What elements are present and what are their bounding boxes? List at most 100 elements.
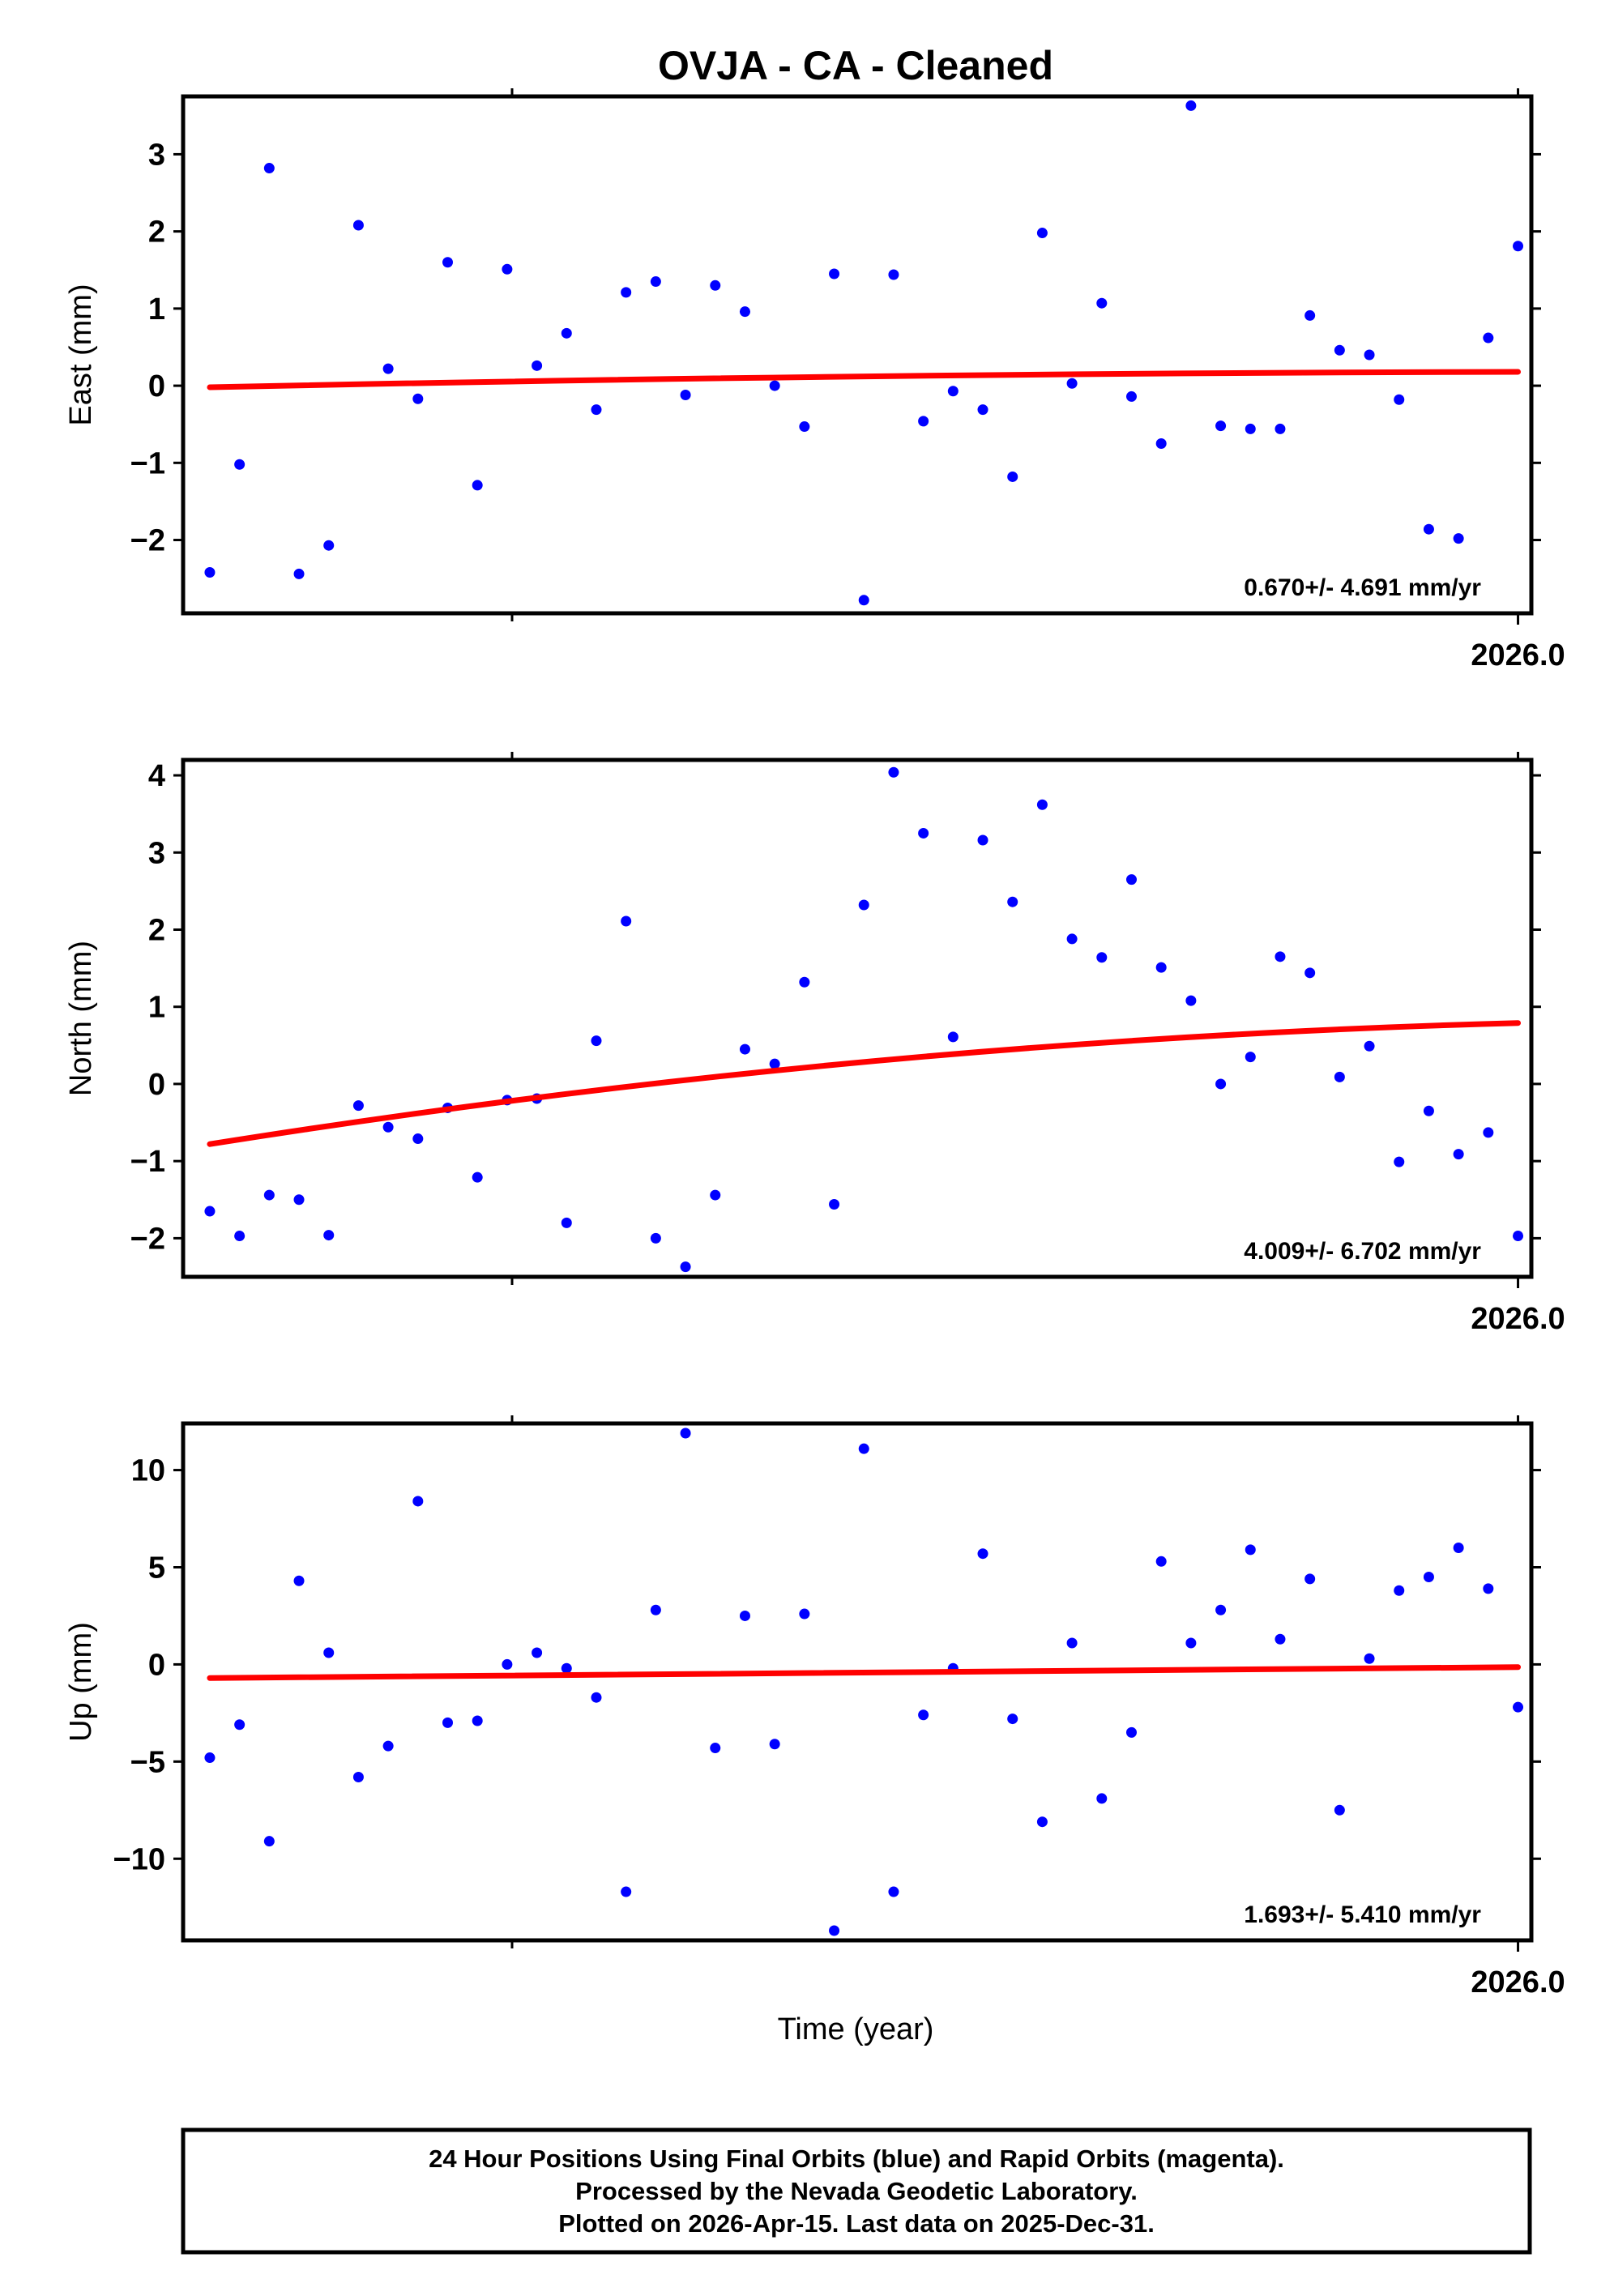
north-data-point	[323, 1230, 335, 1241]
east-data-point	[1245, 423, 1256, 434]
up-data-point	[1125, 1726, 1137, 1738]
up-rate-label: 1.693+/- 5.410 mm/yr	[1244, 1901, 1481, 1928]
east-data-point	[234, 459, 246, 470]
up-data-point	[532, 1647, 543, 1658]
north-data-point	[1155, 962, 1167, 973]
east-data-point	[1275, 423, 1286, 434]
east-data-point	[1125, 390, 1137, 402]
up-data-point	[263, 1836, 275, 1847]
east-trend-line	[207, 369, 1522, 390]
east-data-point	[1036, 228, 1048, 239]
east-data-point	[918, 416, 929, 427]
footer-line-1: 24 Hour Positions Using Final Orbits (bl…	[429, 2144, 1284, 2173]
up-trend-line	[207, 1664, 1522, 1681]
north-data-point	[293, 1194, 305, 1206]
north-data-point	[1483, 1127, 1494, 1138]
up-ytick-label: 5	[148, 1551, 165, 1585]
north-data-point	[1453, 1149, 1464, 1160]
north-ytick-label: −1	[130, 1145, 165, 1179]
panel-north: −2 −1 0 1 2 3 4 2026.0 North (mm) 4.009+/- 6.702 …	[64, 752, 1565, 1336]
up-y-axis-label: Up (mm)	[64, 1622, 98, 1742]
east-data-point	[442, 257, 454, 268]
up-data-point	[918, 1709, 929, 1721]
east-data-point	[769, 380, 780, 391]
north-data-point	[1275, 951, 1286, 962]
north-data-point	[412, 1133, 424, 1145]
east-data-point	[412, 393, 424, 404]
up-data-point	[591, 1692, 602, 1703]
east-data-point	[739, 306, 750, 318]
east-data-point	[382, 363, 394, 374]
north-ytick-label: 3	[148, 836, 165, 870]
up-data-point	[1036, 1816, 1048, 1828]
east-ytick-label: −2	[130, 524, 165, 558]
footer-line-3: Plotted on 2026-Apr-15. Last data on 202…	[558, 2209, 1155, 2238]
east-data-point	[888, 269, 899, 280]
up-data-point	[442, 1717, 454, 1728]
north-rate-label: 4.009+/- 6.702 mm/yr	[1244, 1238, 1481, 1265]
north-data-point	[977, 834, 988, 846]
east-data-point	[263, 163, 275, 174]
east-data-point	[1483, 332, 1494, 344]
east-data-point	[591, 404, 602, 416]
east-xtick-label: 2026.0	[1471, 638, 1565, 672]
up-data-point	[1275, 1633, 1286, 1645]
north-data-point	[263, 1189, 275, 1201]
north-data-point	[352, 1100, 364, 1112]
north-data-point	[858, 899, 869, 911]
east-y-axis-label: East (mm)	[64, 284, 98, 425]
up-data-point	[561, 1662, 572, 1674]
footer-box	[181, 2127, 1532, 2255]
up-data-point	[829, 1925, 840, 1936]
up-data-point	[1096, 1793, 1108, 1804]
north-data-point	[472, 1171, 483, 1183]
north-data-point	[591, 1035, 602, 1047]
east-data-point	[947, 386, 959, 397]
north-data-point	[739, 1043, 750, 1055]
up-data-point	[1304, 1573, 1316, 1585]
up-data-point	[710, 1743, 721, 1754]
north-data-point	[1125, 874, 1137, 886]
east-data-point	[293, 568, 305, 579]
east-data-point	[1513, 241, 1524, 252]
north-data-point	[1185, 995, 1197, 1006]
up-data-point	[1483, 1583, 1494, 1594]
north-data-point	[621, 915, 632, 927]
east-data-point	[858, 595, 869, 606]
east-data-point	[1155, 438, 1167, 450]
up-data-point	[858, 1443, 869, 1454]
north-data-point	[680, 1261, 691, 1273]
up-data-point	[323, 1647, 335, 1658]
east-ytick-label: 2	[148, 216, 165, 250]
up-data-point	[412, 1496, 424, 1507]
north-trend-line	[207, 1020, 1522, 1147]
up-data-point	[650, 1604, 661, 1615]
east-data-point	[532, 360, 543, 371]
up-data-point	[1007, 1713, 1018, 1725]
north-data-point	[561, 1217, 572, 1228]
east-data-point	[1066, 378, 1078, 389]
up-ytick-label: −10	[113, 1842, 165, 1876]
up-data-point	[799, 1608, 810, 1620]
east-data-point	[1215, 420, 1227, 432]
north-plot-frame	[181, 758, 1534, 1279]
north-data-point	[1007, 896, 1018, 907]
east-data-point	[1007, 471, 1018, 482]
up-xtick-label: 2026.0	[1471, 1965, 1565, 1999]
north-y-axis-label: North (mm)	[64, 941, 98, 1096]
up-data-point	[1394, 1585, 1405, 1596]
up-data-point	[739, 1610, 750, 1621]
east-ytick-label: 1	[148, 292, 165, 326]
east-rate-label: 0.670+/- 4.691 mm/yr	[1244, 574, 1481, 601]
east-data-point	[204, 567, 216, 578]
up-data-point	[204, 1752, 216, 1764]
east-data-point	[1423, 523, 1434, 535]
up-data-point	[1334, 1804, 1345, 1816]
east-data-point	[1453, 533, 1464, 544]
panel-up: −10 −5 0 5 10 2026.0 Up (mm) 1.693+/- 5.410 mm/…	[64, 1415, 1565, 1999]
east-plot-frame	[181, 94, 1534, 616]
north-xtick-label: 2026.0	[1471, 1302, 1565, 1336]
up-data-point	[1185, 1637, 1197, 1649]
east-data-point	[1304, 309, 1316, 321]
